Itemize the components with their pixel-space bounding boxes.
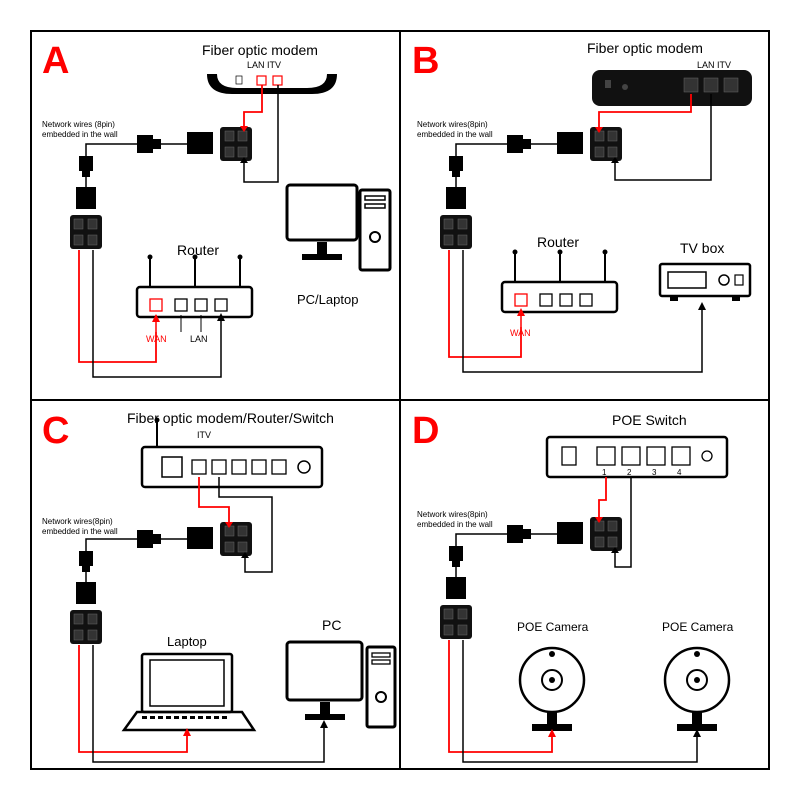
panel-a-pc-label: PC/Laptop bbox=[297, 292, 358, 308]
panel-a-router-icon bbox=[32, 32, 402, 402]
panel-c-switch-icon bbox=[32, 402, 402, 772]
panel-a-wires-bottom bbox=[32, 32, 402, 402]
panel-c-wires bbox=[32, 402, 402, 772]
panel-a-modem-sub: LAN ITV bbox=[247, 60, 281, 71]
panel-d-letter: D bbox=[412, 410, 439, 453]
panel-b-letter: B bbox=[412, 40, 439, 83]
panel-c-laptop-label: Laptop bbox=[167, 634, 207, 650]
panel-b-tvbox-icon bbox=[402, 32, 772, 402]
diagram-frame: A Fiber optic modem LAN ITV Network wire… bbox=[30, 30, 770, 770]
panel-c-splitter-bottom-icon bbox=[32, 402, 402, 772]
panel-b-modem-sub: LAN ITV bbox=[697, 60, 731, 71]
panel-b-router-label: Router bbox=[537, 234, 579, 251]
panel-d-port-3: 3 bbox=[652, 468, 656, 478]
panel-a: A Fiber optic modem LAN ITV Network wire… bbox=[32, 32, 402, 402]
panel-d-wall-text: Network wires(8pin) embedded in the wall bbox=[417, 510, 493, 529]
panel-a-splitter-top-icon bbox=[32, 32, 402, 402]
panel-b-wall-text: Network wires(8pin) embedded in the wall bbox=[417, 120, 493, 139]
panel-c-pc-icon bbox=[32, 402, 402, 772]
panel-b-splitter-bottom-icon bbox=[402, 32, 772, 402]
panel-a-splitter-bottom-icon bbox=[32, 32, 402, 402]
panel-d-splitter-top-icon bbox=[402, 402, 772, 772]
panel-c-laptop-icon bbox=[32, 402, 402, 772]
panel-a-wall-text: Network wires (8pin) embedded in the wal… bbox=[42, 120, 118, 139]
panel-c-letter: C bbox=[42, 410, 69, 453]
panel-d-port-1: 1 bbox=[602, 468, 606, 478]
panel-d-port-2: 2 bbox=[627, 468, 631, 478]
panel-a-modem-title: Fiber optic modem bbox=[202, 42, 318, 59]
panel-d-splitter-bottom-icon bbox=[402, 402, 772, 772]
panel-d-cam2-label: POE Camera bbox=[662, 620, 733, 634]
panel-c-modem-title: Fiber optic modem/Router/Switch bbox=[127, 410, 334, 427]
panel-a-pc-icon bbox=[32, 32, 402, 402]
panel-d-wires bbox=[402, 402, 772, 772]
panel-b-splitter-top-icon bbox=[402, 32, 772, 402]
panel-b-tvbox-label: TV box bbox=[680, 240, 724, 257]
panel-b-wan-label: WAN bbox=[510, 328, 531, 339]
panel-d-cam1-label: POE Camera bbox=[517, 620, 588, 634]
panel-a-wall-plug-top-icon bbox=[32, 32, 402, 402]
panel-c-wall-text: Network wires(8pin) embedded in the wall bbox=[42, 517, 118, 536]
panel-b: B Fiber optic modem LAN ITV Network wire… bbox=[402, 32, 772, 402]
panel-d-camera2-icon bbox=[402, 402, 772, 772]
panel-d-camera1-icon bbox=[402, 402, 772, 772]
panel-a-router-label: Router bbox=[177, 242, 219, 259]
panel-c-pc-label: PC bbox=[322, 617, 341, 634]
panel-a-lan-label: LAN bbox=[190, 334, 208, 345]
panel-b-wires-bottom bbox=[402, 32, 772, 402]
panel-a-modem-icon bbox=[32, 32, 402, 402]
panel-d: D POE Switch 1 2 3 4 Network wires(8pin)… bbox=[402, 402, 772, 772]
panel-c-modem-sub: ITV bbox=[197, 430, 211, 441]
panel-d-switch-icon bbox=[402, 402, 772, 772]
panel-a-letter: A bbox=[42, 40, 69, 83]
panel-b-modem-title: Fiber optic modem bbox=[587, 40, 703, 57]
panel-c: C Fiber optic modem/Router/Switch ITV Ne… bbox=[32, 402, 402, 772]
panel-b-router-icon bbox=[402, 32, 772, 402]
panel-a-wan-label: WAN bbox=[146, 334, 167, 345]
panel-d-port-4: 4 bbox=[677, 468, 681, 478]
panel-b-modem-icon bbox=[402, 32, 772, 402]
panel-c-splitter-top-icon bbox=[32, 402, 402, 772]
panel-d-switch-title: POE Switch bbox=[612, 412, 687, 429]
